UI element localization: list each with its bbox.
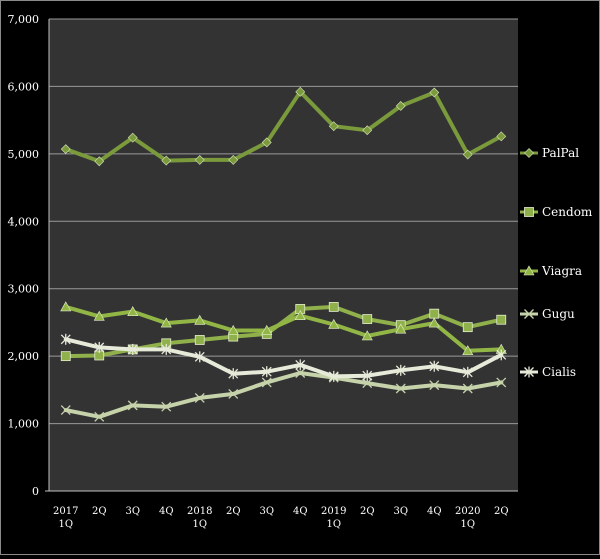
data-point-palpal (60, 144, 71, 155)
data-point-viagra (428, 317, 440, 328)
data-point-gugu (395, 383, 406, 394)
data-point-cendom (194, 335, 205, 345)
legend-marker-palpal (524, 148, 534, 158)
y-tick-label: 1,000 (8, 418, 40, 431)
data-point-palpal (161, 155, 172, 166)
data-point-gugu (362, 378, 373, 389)
x-tick-label: 4Q (293, 506, 308, 517)
data-point-viagra (194, 314, 206, 325)
data-point-viagra (462, 345, 474, 356)
y-tick-label: 7,000 (8, 13, 40, 26)
data-point-gugu (94, 411, 105, 422)
x-tick-label: 3Q (125, 506, 140, 517)
data-point-viagra (93, 310, 105, 321)
x-tick-label: 3Q (393, 506, 408, 517)
x-tick-label: 2Q (494, 506, 509, 517)
data-point-palpal (261, 137, 272, 148)
legend-label-cendom: Cendom (542, 205, 593, 219)
y-tick-label: 5,000 (8, 148, 40, 161)
data-point-palpal (228, 155, 239, 165)
x-tick-label: 4Q (159, 506, 174, 517)
data-point-cendom (462, 322, 473, 333)
series-line-palpal (63, 89, 504, 164)
data-point-gugu (496, 377, 507, 388)
y-tick-label: 2,000 (8, 350, 40, 363)
data-point-gugu (194, 392, 205, 403)
x-tick-label: 1Q (460, 519, 475, 530)
data-point-viagra (227, 324, 239, 335)
x-tick-label: 2Q (360, 506, 375, 517)
data-point-viagra (60, 301, 72, 312)
data-point-palpal (94, 156, 105, 167)
x-tick-label: 4Q (427, 506, 442, 517)
legend-label-gugu: Gugu (542, 307, 575, 321)
x-tick-label: 2020 (455, 506, 480, 517)
data-point-palpal (328, 121, 339, 132)
data-point-gugu (228, 388, 239, 399)
legend-label-cialis: Cialis (542, 365, 576, 379)
data-point-palpal (395, 101, 406, 111)
data-point-viagra (294, 310, 306, 320)
series-line-gugu (63, 371, 504, 419)
x-tick-label: 2019 (321, 506, 346, 517)
data-point-palpal (127, 132, 138, 143)
data-point-cendom (328, 302, 339, 312)
data-point-viagra (261, 324, 273, 335)
data-point-palpal (194, 155, 205, 165)
x-tick-label: 3Q (259, 506, 274, 517)
legend-marker-gugu (524, 309, 534, 319)
data-point-gugu (295, 368, 306, 378)
data-point-gugu (462, 383, 473, 394)
data-point-palpal (496, 131, 507, 142)
series-line-viagra (63, 304, 504, 353)
x-tick-label: 2Q (92, 506, 107, 517)
legend-label-viagra: Viagra (541, 264, 582, 278)
data-point-cendom (362, 314, 373, 324)
y-tick-label: 6,000 (8, 80, 40, 93)
x-tick-label: 1Q (58, 519, 73, 530)
data-point-palpal (295, 86, 306, 97)
x-tick-label: 1Q (326, 519, 341, 530)
data-point-viagra (395, 323, 407, 334)
data-point-gugu (60, 405, 71, 416)
legend-label-palpal: PalPal (542, 146, 579, 160)
data-point-viagra (127, 306, 139, 316)
plot-area (49, 19, 518, 491)
data-point-cendom (429, 308, 440, 319)
x-tick-label: 2Q (226, 506, 241, 517)
data-point-palpal (362, 125, 373, 136)
data-point-cendom (496, 314, 507, 325)
data-point-palpal (429, 87, 440, 98)
series-line-cialis (63, 337, 504, 379)
data-point-gugu (429, 380, 440, 391)
x-tick-label: 1Q (192, 519, 207, 530)
data-point-gugu (261, 377, 272, 388)
x-tick-label: 2018 (187, 506, 212, 517)
y-tick-label: 4,000 (8, 215, 40, 228)
data-point-gugu (161, 401, 172, 412)
data-point-palpal (462, 149, 473, 160)
x-tick-label: 2017 (53, 506, 78, 517)
data-point-viagra (160, 317, 172, 328)
legend-marker-viagra (523, 265, 535, 276)
legend-marker-cendom (524, 207, 534, 217)
data-point-cendom (60, 351, 71, 362)
data-point-viagra (328, 318, 340, 329)
data-point-viagra (361, 330, 373, 341)
y-tick-label: 0 (32, 485, 39, 498)
y-tick-label: 3,000 (8, 283, 40, 296)
data-point-gugu (127, 400, 138, 411)
